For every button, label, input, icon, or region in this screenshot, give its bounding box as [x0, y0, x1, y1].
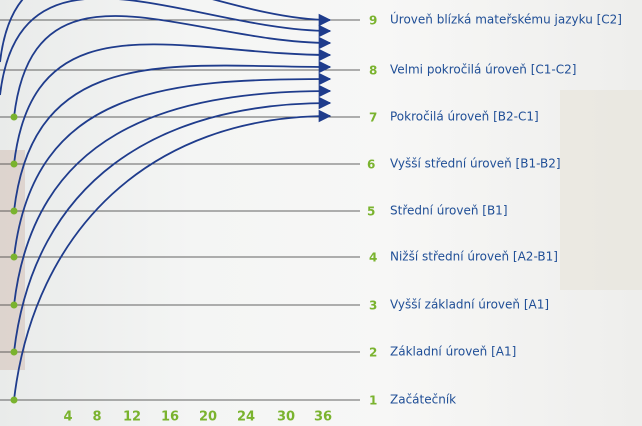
progress-arrow: [14, 66, 330, 211]
level-number: 8: [369, 64, 377, 78]
diagram: 1 Začátečník 2 Základní úroveň [A1] 3 Vyšší z…: [0, 0, 642, 426]
start-dot: [11, 114, 18, 121]
level-number: 5: [367, 205, 375, 219]
progress-arrow: [14, 91, 330, 305]
level-number: 7: [369, 111, 377, 125]
x-label: 8: [92, 410, 101, 425]
start-dot: [11, 208, 18, 215]
level-label: Základní úroveň [A1]: [390, 345, 516, 359]
x-label: 20: [199, 410, 217, 425]
level-number: 4: [369, 251, 377, 265]
level-number: 3: [369, 299, 377, 313]
start-dot: [11, 161, 18, 168]
infographic: 1 Začátečník 2 Základní úroveň [A1] 3 Vyšší z…: [0, 0, 642, 426]
progress-arrow: [14, 103, 330, 352]
level-number: 2: [369, 346, 377, 360]
level-label: Začátečník: [390, 393, 456, 407]
start-dot: [11, 254, 18, 261]
level-label: Vyšší střední úroveň [B1-B2]: [390, 157, 561, 171]
level-label: Úroveň blízká mateřskému jazyku [C2]: [390, 12, 622, 27]
background-frame: [560, 90, 642, 290]
level-label: Velmi pokročilá úroveň [C1-C2]: [390, 63, 576, 77]
progress-arrow: [14, 116, 330, 400]
level-label: Nižší střední úroveň [A2-B1]: [390, 250, 558, 264]
level-number: 9: [369, 14, 377, 28]
x-label: 36: [314, 410, 332, 425]
level-label: Pokročilá úroveň [B2-C1]: [390, 110, 539, 124]
x-label: 30: [277, 410, 295, 425]
level-number: 6: [367, 158, 375, 172]
start-dot: [11, 349, 18, 356]
level-label: Střední úroveň [B1]: [390, 204, 508, 218]
level-label: Vyšší základní úroveň [A1]: [390, 298, 549, 312]
level-number: 1: [369, 394, 377, 408]
x-label: 16: [161, 410, 179, 425]
x-label: 24: [237, 410, 255, 425]
x-label: 12: [123, 410, 141, 425]
x-label: 4: [63, 410, 72, 425]
start-dot: [11, 397, 18, 404]
start-dot: [11, 302, 18, 309]
